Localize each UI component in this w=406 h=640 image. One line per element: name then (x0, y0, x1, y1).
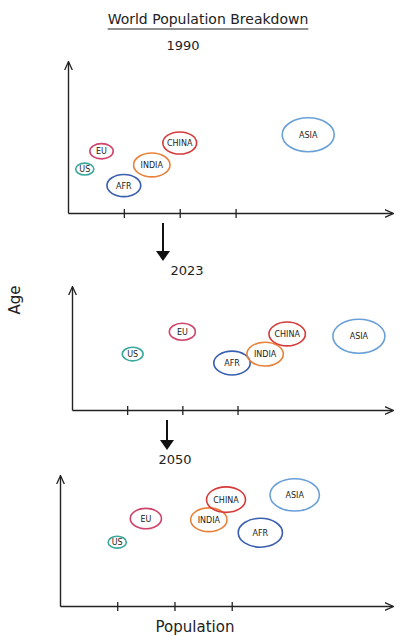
bubble-label: EU (177, 328, 188, 337)
transition-arrow (162, 223, 164, 253)
x-tick-mark (174, 602, 175, 611)
y-axis (60, 477, 61, 607)
x-tick-mark (232, 602, 233, 611)
bubble (169, 323, 195, 340)
x-tick (232, 602, 233, 611)
bubble (108, 536, 126, 548)
bubble (130, 508, 161, 528)
x-tick-mark (182, 406, 183, 415)
x-axis (61, 602, 393, 611)
bubble-label: ASIA (350, 332, 369, 341)
x-tick (127, 406, 128, 415)
x-tick (124, 209, 125, 218)
bubble-label: INDIA (198, 516, 221, 525)
bubbles (108, 479, 319, 548)
bubble-label: US (79, 165, 90, 174)
x-tick (238, 406, 239, 415)
y-axis (68, 63, 69, 214)
bubbles (122, 319, 385, 375)
bubble-label: CHINA (274, 330, 300, 339)
x-axis (69, 209, 393, 218)
panel: 2050 US EU INDIA CHINA AFR ASIA (61, 452, 393, 611)
bubble-label: CHINA (213, 496, 239, 505)
bubble (282, 118, 334, 152)
bubble-label: ASIA (285, 491, 304, 500)
x-axis-line (73, 410, 393, 411)
bubble-label: ASIA (299, 131, 318, 140)
bubble (207, 487, 246, 513)
x-tick (180, 209, 181, 218)
bubbles (76, 118, 335, 197)
panel: 1990 US EU AFR INDIA CHINA ASIA (69, 38, 393, 218)
title: World Population Breakdown (108, 11, 309, 27)
bubble (333, 319, 385, 353)
bubble (122, 347, 143, 361)
x-tick-mark (237, 406, 238, 415)
y-axis-line (72, 288, 73, 411)
y-axis (72, 288, 73, 411)
bubble (134, 153, 170, 177)
bubble (90, 144, 113, 159)
transition-arrowhead (156, 251, 170, 261)
transition-arrowhead (160, 440, 174, 450)
bubble-label: US (112, 538, 123, 547)
x-axis-line (69, 213, 393, 214)
x-tick-mark (127, 406, 128, 415)
bubble (238, 518, 282, 547)
bubble-label: AFR (253, 529, 269, 538)
bubble-label: CHINA (167, 139, 193, 148)
transition-arrow (166, 420, 168, 442)
panel: 2023 US EU AFR INDIA CHINA ASIA (73, 263, 393, 415)
x-tick-mark (117, 602, 118, 611)
bubble (214, 351, 250, 375)
bubble-label: AFR (116, 182, 132, 191)
y-axis-line (60, 477, 61, 607)
x-tick-mark (124, 209, 125, 218)
chart-root: World Population Breakdown Age Population 1… (0, 0, 406, 640)
bubble (76, 163, 94, 175)
bubble-label: US (127, 350, 138, 359)
bubble (247, 342, 283, 366)
bubble (107, 174, 141, 196)
x-tick-mark (235, 209, 236, 218)
bubble-label: AFR (224, 359, 240, 368)
x-tick (174, 602, 175, 611)
x-tick (182, 406, 183, 415)
x-tick (236, 209, 237, 218)
bubble (270, 479, 319, 511)
x-axis (73, 406, 393, 415)
panel-title: 2050 (158, 452, 191, 467)
bubble (163, 132, 197, 154)
x-tick-mark (180, 209, 181, 218)
bubble (269, 322, 305, 346)
bubble-label: EU (96, 147, 107, 156)
bubble-label: INDIA (141, 161, 164, 170)
y-axis-line (68, 63, 69, 214)
x-axis-line (61, 606, 393, 607)
bubble-labels: US EU AFR INDIA CHINA ASIA (79, 131, 318, 191)
panel-title: 1990 (166, 38, 199, 53)
title-underline (108, 28, 309, 29)
bubble-label: INDIA (254, 350, 277, 359)
x-axis-title: Population (156, 618, 235, 636)
bubble-labels: US EU AFR INDIA CHINA ASIA (127, 328, 368, 368)
bubble-label: EU (140, 515, 151, 524)
x-tick (117, 602, 118, 611)
panel-title: 2023 (170, 263, 203, 278)
bubble-labels: US EU INDIA CHINA AFR ASIA (112, 491, 305, 547)
y-axis-title: Age (6, 285, 24, 314)
